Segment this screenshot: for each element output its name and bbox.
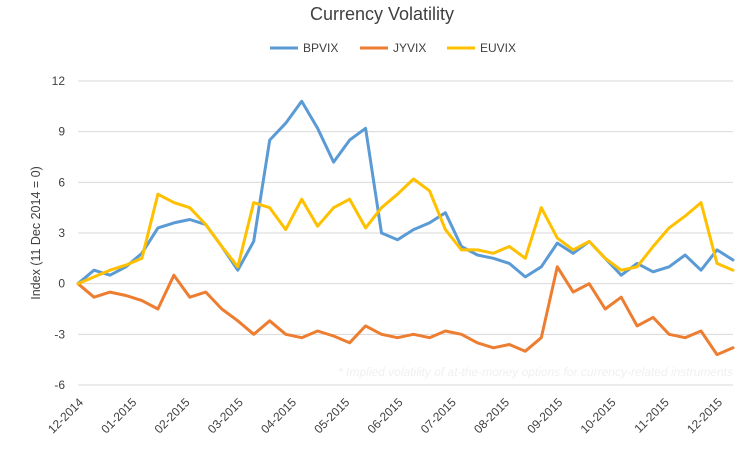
series-line-euvix: [76, 177, 735, 286]
y-axis-ticks: 12 9 6 3 0 -3 -6: [52, 74, 66, 392]
x-tick-label: 12-2014: [45, 395, 86, 436]
chart-legend: BPVIX JYVIX EUVIX: [270, 41, 516, 55]
y-tick-label: 0: [58, 277, 65, 291]
y-tick-label: 3: [58, 226, 65, 240]
x-axis-ticks: 12-2014 01-2015 02-2015 03-2015 04-2015 05-20…: [45, 395, 725, 436]
legend-label: BPVIX: [303, 41, 338, 55]
x-tick-label: 05-2015: [311, 395, 352, 436]
gridlines: [78, 80, 733, 386]
x-tick-label: 10-2015: [578, 395, 619, 436]
y-tick-label: 6: [58, 175, 65, 189]
x-tick-label: 01-2015: [98, 395, 139, 436]
y-tick-label: 9: [58, 125, 65, 139]
x-tick-label: 03-2015: [205, 395, 246, 436]
x-tick-label: 06-2015: [365, 395, 406, 436]
chart-title: Currency Volatility: [310, 4, 454, 24]
y-axis-label: Index (11 Dec 2014 = 0): [29, 166, 43, 300]
x-tick-label: 02-2015: [152, 395, 193, 436]
series-line-bpvix: [76, 99, 735, 286]
legend-label: EUVIX: [480, 41, 516, 55]
x-tick-label: 07-2015: [418, 395, 459, 436]
x-tick-label: 11-2015: [631, 395, 672, 436]
y-tick-label: -6: [54, 378, 65, 392]
series-lines: [76, 99, 735, 357]
x-tick-label: 08-2015: [471, 395, 512, 436]
x-tick-label: 12-2015: [684, 395, 725, 436]
x-tick-label: 04-2015: [258, 395, 299, 436]
y-tick-label: -3: [54, 327, 65, 341]
series-line-jyvix: [76, 265, 735, 357]
legend-label: JYVIX: [393, 41, 426, 55]
x-tick-label: 09-2015: [524, 395, 565, 436]
y-tick-label: 12: [52, 74, 66, 88]
chart-footnote: * Implied volatility of at-the-money opt…: [338, 365, 733, 379]
